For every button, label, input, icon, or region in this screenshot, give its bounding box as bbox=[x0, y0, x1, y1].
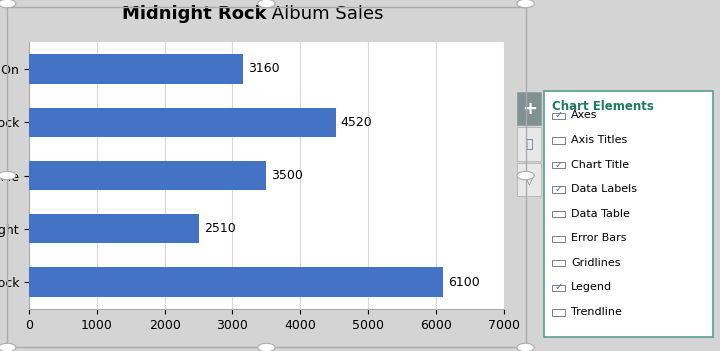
Text: Chart Title: Chart Title bbox=[571, 160, 629, 170]
Text: 3160: 3160 bbox=[248, 62, 279, 75]
Bar bbox=[29, 54, 243, 84]
Text: +: + bbox=[522, 100, 536, 118]
Text: 4520: 4520 bbox=[341, 116, 372, 129]
Text: ✓: ✓ bbox=[554, 184, 563, 194]
Text: Axes: Axes bbox=[571, 111, 598, 120]
Bar bbox=[29, 214, 199, 244]
Bar bbox=[29, 161, 266, 190]
Text: 2510: 2510 bbox=[204, 222, 235, 235]
Text: Error Bars: Error Bars bbox=[571, 233, 626, 243]
Text: Trendline: Trendline bbox=[571, 307, 622, 317]
Text: ▽: ▽ bbox=[524, 173, 534, 186]
Text: Data Labels: Data Labels bbox=[571, 184, 637, 194]
Text: 3500: 3500 bbox=[271, 169, 303, 182]
Bar bbox=[29, 107, 336, 137]
Title: Midnight Rock Album Sales: Midnight Rock Album Sales bbox=[0, 350, 1, 351]
Text: ✓: ✓ bbox=[554, 160, 563, 170]
Text: 🖌: 🖌 bbox=[526, 138, 533, 151]
Text: Chart Elements: Chart Elements bbox=[552, 100, 654, 113]
Text: Data Table: Data Table bbox=[571, 209, 630, 219]
Text: Album Sales: Album Sales bbox=[266, 5, 384, 23]
Text: Gridlines: Gridlines bbox=[571, 258, 621, 268]
Text: ✓: ✓ bbox=[554, 111, 563, 120]
Text: Midnight Rock: Midnight Rock bbox=[122, 5, 266, 23]
Text: 6100: 6100 bbox=[448, 276, 480, 289]
Text: Legend: Legend bbox=[571, 283, 612, 292]
Text: Axis Titles: Axis Titles bbox=[571, 135, 627, 145]
Text: ✓: ✓ bbox=[554, 283, 563, 292]
Bar bbox=[29, 267, 443, 297]
